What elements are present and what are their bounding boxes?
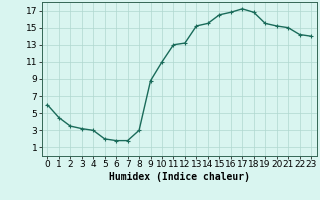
X-axis label: Humidex (Indice chaleur): Humidex (Indice chaleur) — [109, 172, 250, 182]
